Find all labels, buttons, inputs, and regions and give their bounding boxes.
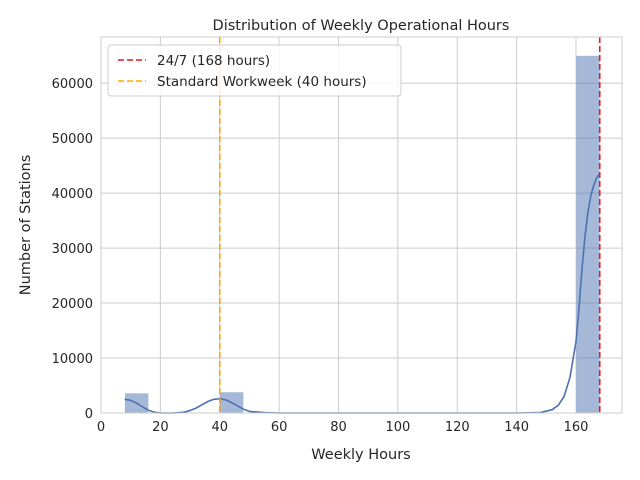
x-tick-label: 40 (211, 420, 228, 435)
x-tick-label: 80 (330, 420, 347, 435)
legend-box (107, 44, 402, 97)
x-tick-label: 0 (97, 420, 105, 435)
x-tick-label: 120 (445, 420, 470, 435)
histogram-bar (575, 55, 600, 414)
legend: 24/7 (168 hours) Standard Workweek (40 ho… (107, 44, 402, 97)
x-tick-labels: 0 20 40 60 80 100 120 140 160 (97, 420, 589, 435)
plot-frame (100, 36, 623, 414)
y-tick-label: 20000 (52, 297, 93, 312)
legend-label: 24/7 (168 hours) (157, 53, 270, 69)
y-tick-label: 50000 (52, 132, 93, 147)
y-tick-label: 10000 (52, 352, 93, 367)
x-tick-label: 20 (152, 420, 169, 435)
y-tick-label: 0 (85, 407, 93, 422)
x-axis-label: Weekly Hours (311, 447, 410, 463)
y-axis-label: Number of Stations (18, 155, 34, 296)
y-tick-label: 30000 (52, 242, 93, 257)
x-tick-label: 100 (385, 420, 410, 435)
legend-label: Standard Workweek (40 hours) (157, 74, 367, 90)
histogram-bars (124, 55, 600, 414)
x-tick-label: 60 (271, 420, 288, 435)
y-tick-label: 40000 (52, 187, 93, 202)
x-tick-label: 140 (504, 420, 529, 435)
x-tick-label: 160 (564, 420, 589, 435)
y-tick-labels: 0 10000 20000 30000 40000 50000 60000 (52, 77, 93, 422)
y-tick-label: 60000 (52, 77, 93, 92)
chart-title: Distribution of Weekly Operational Hours (213, 18, 510, 34)
